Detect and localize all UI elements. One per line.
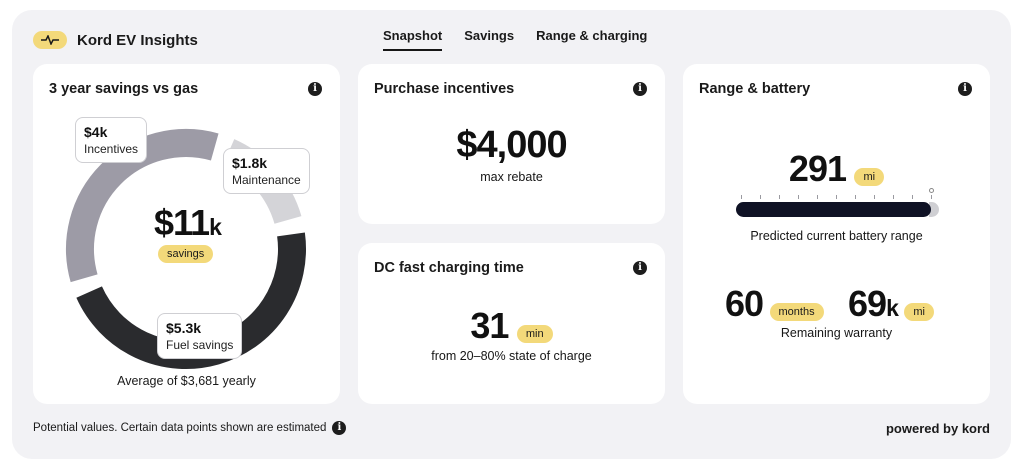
range-tick [760, 195, 761, 199]
callout-label: Fuel savings [166, 338, 234, 352]
savings-total: $11k [154, 202, 222, 243]
warranty-months-value: 60 [725, 283, 764, 324]
range-tick [855, 195, 856, 199]
savings-card: 3 year savings vs gas i $11k savings $4k… [33, 64, 340, 404]
callout-label: Maintenance [232, 173, 301, 187]
callout-maintenance: $1.8k Maintenance [223, 148, 310, 194]
callout-label: Incentives [84, 142, 139, 156]
savings-card-title: 3 year savings vs gas [49, 81, 199, 97]
range-card: Range & battery i 291 mi Predicted curre… [683, 64, 990, 404]
average-yearly: Average of $3,681 yearly [117, 374, 256, 388]
callout-fuel: $5.3k Fuel savings [157, 313, 243, 359]
tab-snapshot[interactable]: Snapshot [383, 28, 443, 51]
range-unit: mi [854, 167, 885, 186]
callout-value: $1.8k [232, 155, 268, 171]
incentive-value: $4,000 [456, 124, 567, 166]
tab-savings[interactable]: Savings [464, 28, 515, 43]
range-tick [798, 195, 799, 199]
warranty-miles-value: 69k [848, 283, 899, 324]
range-tick [912, 195, 913, 199]
charging-value: 31 [470, 305, 509, 346]
range-value: 291 [788, 148, 847, 189]
range-value-row: 291 mi [683, 148, 990, 190]
range-tick [836, 195, 837, 199]
range-tick [779, 195, 780, 199]
range-bar [736, 202, 931, 217]
tab-bar: Snapshot Savings Range & charging [383, 28, 647, 51]
callout-value: $4k [84, 124, 108, 140]
range-tick [893, 195, 894, 199]
incentive-caption: max rebate [480, 170, 543, 184]
info-icon[interactable]: i [958, 82, 972, 96]
range-tick [931, 195, 932, 199]
warranty-caption: Remaining warranty [780, 326, 893, 340]
info-icon[interactable]: i [633, 261, 647, 275]
pulse-icon [33, 31, 67, 49]
range-tick [874, 195, 875, 199]
warranty-months-unit: months [769, 302, 824, 321]
info-icon[interactable]: i [308, 82, 322, 96]
incentives-card: Purchase incentives i $4,000 max rebate [358, 64, 665, 224]
charging-card-title: DC fast charging time [374, 260, 524, 276]
info-icon[interactable]: i [633, 82, 647, 96]
range-tick [741, 195, 742, 199]
brand: Kord EV Insights [33, 31, 198, 49]
range-bar-track [929, 202, 939, 217]
callout-value: $5.3k [166, 320, 202, 336]
footnote-text: Potential values. Certain data points sh… [33, 422, 327, 434]
warranty-row: 60 months 69k mi [725, 283, 934, 325]
savings-badge: savings [158, 245, 214, 263]
callout-incentives: $4k Incentives [75, 117, 148, 163]
range-card-title: Range & battery [699, 81, 811, 97]
incentives-card-title: Purchase incentives [374, 81, 515, 97]
warranty-miles-unit: mi [904, 302, 934, 321]
range-max-marker [929, 188, 934, 193]
tab-range-charging[interactable]: Range & charging [536, 28, 648, 43]
footnote: Potential values. Certain data points sh… [33, 421, 347, 435]
donut-segment-incentives [66, 129, 219, 283]
charging-caption: from 20–80% state of charge [431, 349, 592, 363]
info-icon[interactable]: i [332, 421, 347, 435]
app-title: Kord EV Insights [77, 31, 198, 49]
range-caption: Predicted current battery range [750, 229, 923, 243]
range-tick [817, 195, 818, 199]
charging-card: DC fast charging time i 31 min from 20–8… [358, 243, 665, 404]
charging-value-row: 31 min [358, 305, 665, 347]
charging-unit: min [516, 324, 553, 343]
powered-by: powered by kord [885, 421, 990, 436]
